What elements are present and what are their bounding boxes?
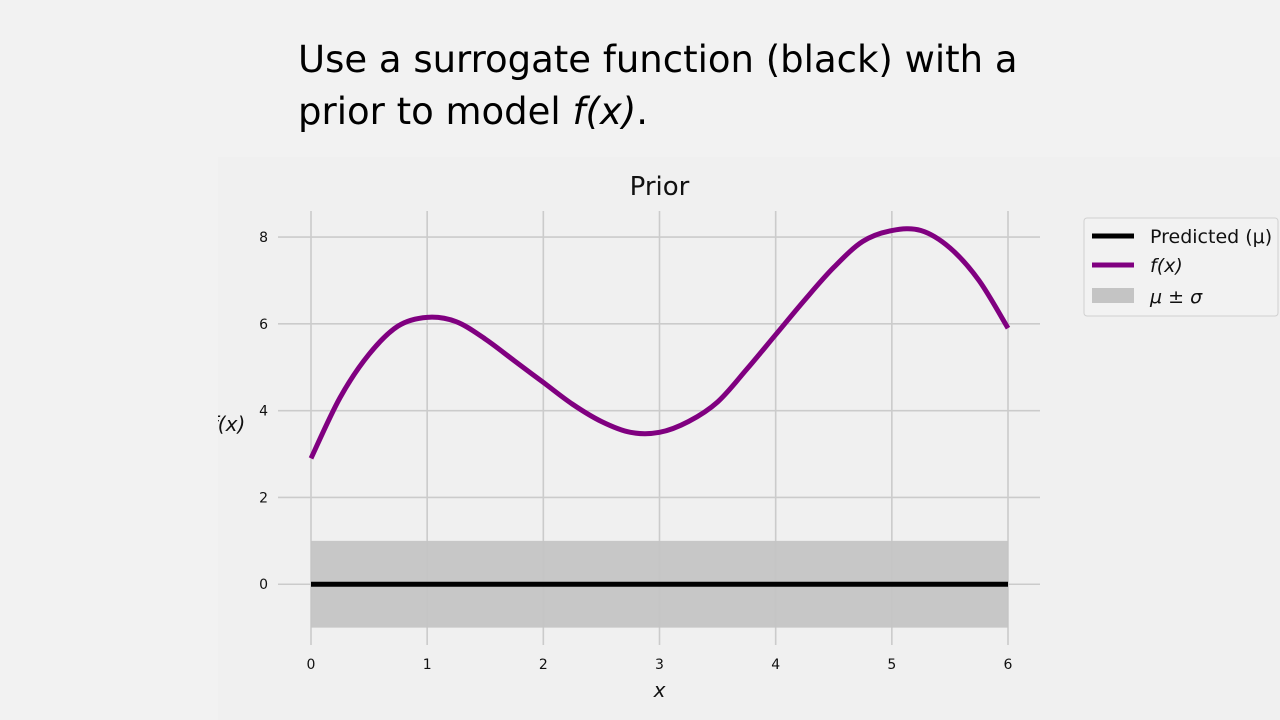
legend-swatch-band [1092, 288, 1134, 303]
x-tick-label: 2 [539, 657, 548, 673]
slide-title-function: f(x) [572, 90, 637, 133]
x-tick-label: 4 [771, 657, 780, 673]
y-tick-label: 4 [259, 404, 268, 420]
x-tick-label: 3 [655, 657, 664, 673]
chart-panel: 0 1 2 3 4 5 6 0 2 4 6 8 Prior x f(x) Predicted (μ) … [218, 157, 1280, 720]
prior-chart: 0 1 2 3 4 5 6 0 2 4 6 8 Prior x f(x) Predicted (μ) … [218, 172, 1279, 702]
tick-layer: 0 1 2 3 4 5 6 0 2 4 6 8 [259, 230, 1012, 673]
slide-title-line-1: Use a surrogate function (black) with a [298, 38, 1018, 81]
chart-title: Prior [630, 172, 690, 202]
slide-title: Use a surrogate function (black) with a … [298, 34, 1058, 138]
slide-title-line-2: prior to model f(x). [298, 86, 1058, 138]
y-tick-label: 0 [259, 577, 268, 593]
slide-title-line-2-suffix: . [636, 90, 649, 133]
legend: Predicted (μ) f(x) μ ± σ [1083, 217, 1279, 317]
fx-curve [308, 226, 1011, 460]
y-tick-label: 2 [259, 490, 268, 506]
y-tick-label: 6 [259, 317, 268, 333]
x-tick-label: 0 [307, 657, 316, 673]
slide-title-line-2-prefix: prior to model [298, 90, 573, 133]
y-axis-label: f(x) [218, 412, 245, 436]
x-tick-label: 6 [1004, 657, 1013, 673]
x-tick-label: 5 [887, 657, 896, 673]
legend-label-band: μ ± σ [1149, 286, 1203, 308]
x-tick-label: 1 [423, 657, 432, 673]
legend-label-predicted: Predicted (μ) [1150, 226, 1272, 248]
legend-label-fx: f(x) [1150, 255, 1183, 277]
x-axis-label: x [653, 678, 666, 702]
line-layer [308, 226, 1011, 587]
y-tick-label: 8 [259, 230, 268, 246]
